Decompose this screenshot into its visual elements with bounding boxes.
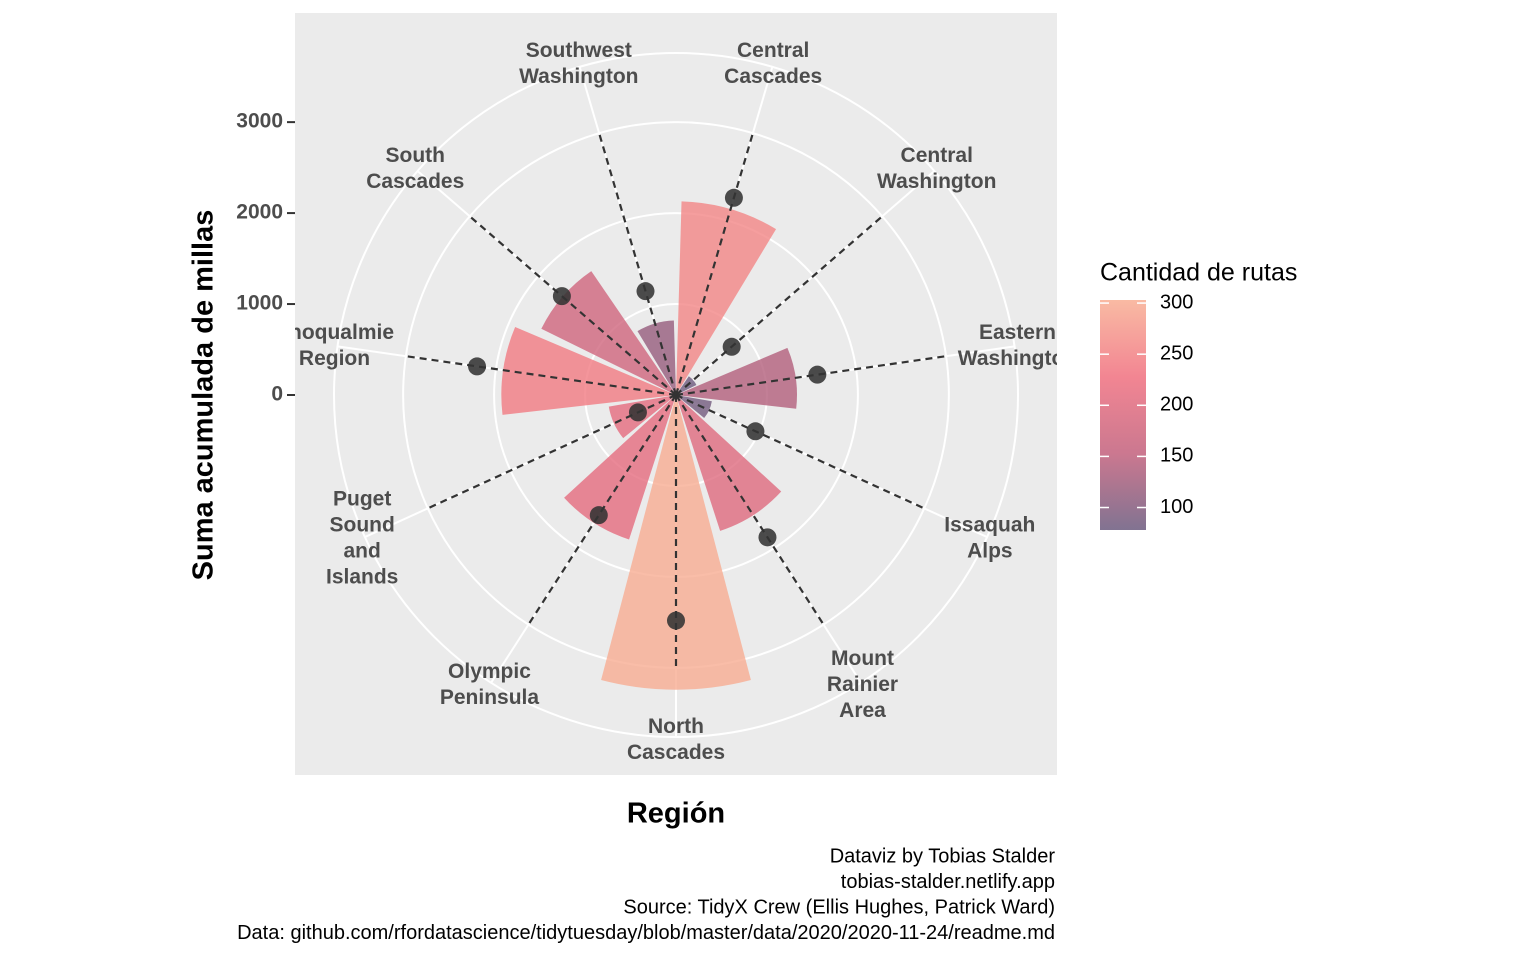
category-label: Central Washington — [877, 144, 996, 193]
segment — [674, 132, 754, 396]
bar — [541, 271, 676, 395]
bar — [676, 347, 797, 409]
point — [724, 188, 743, 207]
segment — [598, 132, 678, 396]
category-label: Olympic Peninsula — [440, 660, 540, 709]
caption: Data: github.com/rfordatascience/tidytue… — [237, 922, 1055, 944]
bar — [501, 327, 676, 415]
caption: Dataviz by Tobias Stalder — [830, 845, 1056, 867]
colorbar-label: 100 — [1160, 496, 1193, 518]
colorbar-label: 300 — [1160, 291, 1193, 313]
category-label: Eastern Washington — [958, 320, 1077, 369]
colorbar-label: 150 — [1160, 445, 1193, 467]
bar — [676, 395, 712, 419]
bar — [676, 201, 777, 395]
category-label: Issaquah Alps — [944, 513, 1035, 562]
y-tick-label: 1000 — [236, 292, 283, 315]
point — [808, 365, 827, 384]
bar — [676, 395, 782, 531]
y-tick-label: 0 — [271, 383, 283, 406]
category-label: North Cascades — [627, 715, 725, 764]
y-axis-label: Suma acumulada de millas — [188, 210, 220, 581]
point — [468, 357, 487, 376]
bar — [637, 320, 676, 395]
y-tick-label: 2000 — [236, 201, 283, 224]
bar — [564, 395, 676, 540]
colorbar-label: 200 — [1160, 394, 1193, 416]
colorbar-label: 250 — [1160, 342, 1193, 364]
segment — [675, 394, 825, 626]
point — [746, 422, 765, 441]
segment — [427, 393, 677, 510]
category-label: Southwest Washington — [519, 39, 638, 88]
segment — [405, 355, 677, 397]
category-label: Mount Rainier Area — [827, 647, 898, 722]
point — [589, 506, 608, 525]
caption: tobias-stalder.netlify.app — [841, 871, 1055, 893]
caption: Source: TidyX Crew (Ellis Hughes, Patric… — [623, 896, 1055, 918]
point — [667, 611, 685, 630]
point — [636, 282, 655, 301]
point — [628, 403, 647, 422]
segment — [469, 215, 677, 396]
point — [758, 528, 777, 547]
legend-title: Cantidad de rutas — [1100, 259, 1297, 287]
x-axis-label: Región — [627, 798, 725, 830]
segment — [675, 215, 883, 396]
point — [552, 287, 571, 306]
colorbar — [1100, 300, 1146, 530]
segment — [675, 393, 925, 510]
y-tick-label: 3000 — [236, 110, 283, 133]
plot-area: Central Cascades Central Washington Eastern W… — [275, 39, 1077, 764]
point — [722, 337, 741, 356]
category-label: South Cascades — [366, 144, 464, 193]
category-label: Central Cascades — [724, 39, 822, 88]
category-label: Snoqualmie Region — [275, 320, 394, 369]
category-label: Puget Sound and Islands — [326, 487, 398, 588]
